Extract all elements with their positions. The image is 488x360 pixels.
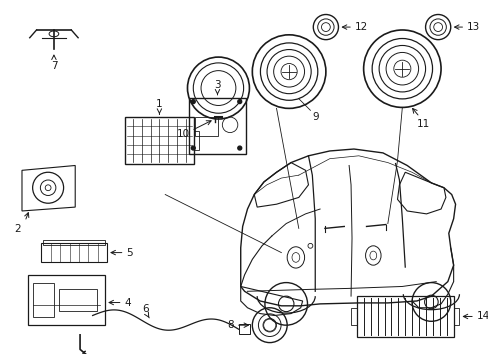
Circle shape xyxy=(237,100,241,104)
Bar xyxy=(41,243,107,262)
Bar xyxy=(28,275,105,325)
Text: 14: 14 xyxy=(476,311,488,321)
Bar xyxy=(356,296,453,337)
Text: 10: 10 xyxy=(177,129,190,139)
Bar xyxy=(124,117,194,163)
Bar xyxy=(59,289,97,311)
Text: 11: 11 xyxy=(416,119,429,129)
Bar xyxy=(350,308,356,325)
Bar xyxy=(189,98,245,154)
Circle shape xyxy=(191,146,195,150)
Bar xyxy=(238,324,250,334)
Circle shape xyxy=(237,146,241,150)
Text: 7: 7 xyxy=(51,61,57,71)
Text: 5: 5 xyxy=(126,248,133,258)
Text: 6: 6 xyxy=(142,303,149,314)
Text: 4: 4 xyxy=(124,297,131,307)
Bar xyxy=(195,117,218,136)
Text: 13: 13 xyxy=(466,22,480,32)
Bar xyxy=(43,240,105,245)
Text: 9: 9 xyxy=(312,112,318,122)
Circle shape xyxy=(191,100,195,104)
Text: 8: 8 xyxy=(227,320,233,330)
Text: 2: 2 xyxy=(14,224,20,234)
Bar xyxy=(194,131,199,150)
Bar xyxy=(453,308,459,325)
Text: 3: 3 xyxy=(214,80,221,90)
Text: 1: 1 xyxy=(156,99,163,109)
Bar xyxy=(33,283,54,318)
Text: 12: 12 xyxy=(354,22,367,32)
